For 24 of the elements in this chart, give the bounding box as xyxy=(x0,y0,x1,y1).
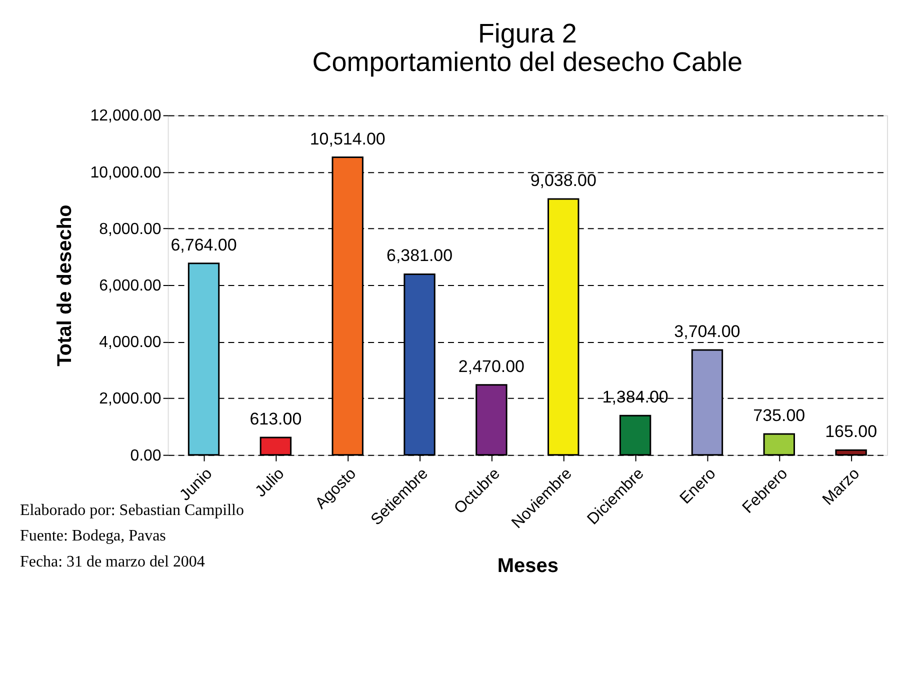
data-label: 735.00 xyxy=(753,406,806,426)
y-tick-label: 8,000.00 xyxy=(99,220,162,238)
text: Fecha: 31 de marzo del 2004 xyxy=(20,554,205,571)
data-label: 613.00 xyxy=(250,409,302,428)
data-label: 9,038.00 xyxy=(530,171,596,190)
y-tick-label: 4,000.00 xyxy=(99,334,162,352)
text: Elaborado por: Sebastian Campillo xyxy=(20,502,244,519)
data-label: 1,384.00 xyxy=(602,388,668,407)
y-tick-label: 10,000.00 xyxy=(90,164,162,182)
data-label: 3,704.00 xyxy=(674,322,740,342)
y-axis-title: Total de desecho xyxy=(54,204,76,366)
y-tick-label: 6,000.00 xyxy=(99,278,162,295)
data-label: 6,764.00 xyxy=(170,235,237,254)
x-axis-title: Meses xyxy=(497,555,558,578)
y-tick-label: 0.00 xyxy=(130,447,162,464)
chart-title: Figura 2 Comportamiento del desecho Cable xyxy=(312,18,743,78)
y-tick-label: 2,000.00 xyxy=(99,390,162,408)
x-tick-label: Julio xyxy=(252,465,288,501)
data-label: 2,470.00 xyxy=(458,356,524,376)
source-note: Fuente: Bodega, Pavas xyxy=(20,528,166,545)
data-label: 165.00 xyxy=(825,422,878,442)
data-label: 10,514.00 xyxy=(310,129,386,148)
data-label: 6,381.00 xyxy=(386,246,453,266)
y-tick-label: 12,000.00 xyxy=(90,108,162,125)
